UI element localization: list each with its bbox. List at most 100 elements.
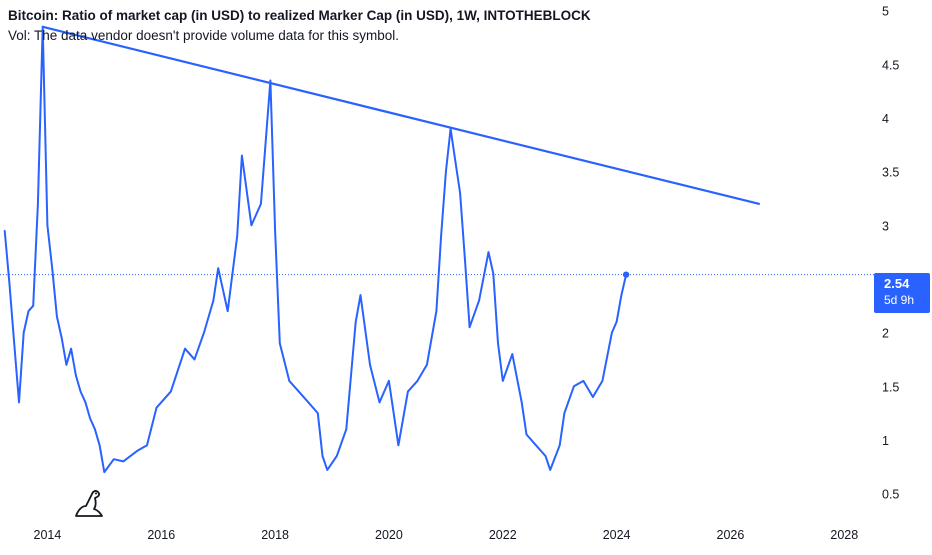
y-axis: 0.511.522.533.544.55 bbox=[882, 5, 899, 502]
data-point bbox=[288, 380, 291, 382]
y-tick-label: 3.5 bbox=[882, 166, 899, 180]
data-point bbox=[46, 224, 49, 227]
data-point bbox=[549, 469, 552, 471]
data-point bbox=[573, 385, 575, 388]
data-point bbox=[354, 321, 357, 323]
data-point bbox=[298, 390, 300, 393]
data-point bbox=[8, 283, 11, 286]
data-point bbox=[435, 310, 438, 312]
data-point bbox=[497, 342, 499, 345]
data-point bbox=[369, 363, 371, 366]
x-tick-label: 2014 bbox=[34, 528, 62, 542]
x-tick-label: 2024 bbox=[603, 528, 631, 542]
y-tick-label: 3 bbox=[882, 219, 889, 233]
data-point bbox=[75, 374, 77, 377]
data-point bbox=[449, 127, 452, 130]
data-point bbox=[103, 471, 106, 473]
data-point bbox=[592, 396, 594, 398]
data-point bbox=[217, 267, 219, 270]
data-point bbox=[274, 229, 276, 232]
data-point bbox=[184, 347, 186, 350]
tradingview-logo-icon[interactable] bbox=[72, 484, 108, 520]
x-axis: 2014 2016 2018 2020 2022 2024 2026 2028 bbox=[34, 528, 859, 542]
data-point bbox=[22, 331, 25, 334]
data-point bbox=[98, 444, 101, 447]
data-point bbox=[464, 256, 466, 259]
data-point bbox=[321, 455, 324, 457]
data-point bbox=[501, 380, 504, 382]
y-tick-label: 4 bbox=[882, 112, 889, 126]
data-point bbox=[326, 469, 329, 471]
data-point bbox=[459, 192, 461, 194]
data-point bbox=[520, 401, 523, 404]
data-point bbox=[478, 299, 480, 302]
y-tick-label: 5 bbox=[882, 5, 889, 19]
data-point bbox=[615, 321, 618, 323]
data-point bbox=[468, 326, 471, 329]
data-point bbox=[535, 444, 537, 447]
bar-countdown: 5d 9h bbox=[884, 293, 915, 307]
y-tick-label: 4.5 bbox=[882, 58, 899, 72]
data-point bbox=[32, 304, 35, 307]
data-point bbox=[212, 299, 215, 302]
data-point bbox=[94, 428, 96, 430]
y-tick-label: 2 bbox=[882, 327, 889, 341]
data-point bbox=[65, 363, 68, 366]
data-point bbox=[84, 401, 87, 404]
data-point bbox=[558, 444, 561, 447]
data-point bbox=[279, 342, 281, 345]
data-point bbox=[407, 390, 409, 393]
data-point bbox=[236, 235, 238, 237]
data-point bbox=[335, 455, 338, 457]
last-price-badge: 2.54 5d 9h bbox=[874, 273, 930, 313]
data-point bbox=[445, 170, 447, 173]
series-group bbox=[3, 25, 630, 474]
x-tick-label: 2022 bbox=[489, 528, 517, 542]
data-point bbox=[56, 315, 58, 318]
data-point bbox=[18, 401, 20, 404]
data-point bbox=[37, 203, 39, 205]
data-point bbox=[155, 406, 158, 409]
data-point bbox=[416, 380, 419, 382]
data-point bbox=[269, 79, 272, 82]
data-point bbox=[146, 444, 148, 447]
last-value-dot bbox=[622, 271, 630, 278]
trendline-group bbox=[41, 25, 761, 205]
data-point bbox=[397, 444, 400, 447]
data-point bbox=[487, 251, 490, 253]
data-point bbox=[582, 380, 585, 382]
data-point bbox=[3, 229, 6, 232]
data-point bbox=[260, 203, 262, 205]
data-point bbox=[454, 160, 457, 162]
data-point bbox=[113, 458, 115, 461]
data-point bbox=[359, 294, 362, 296]
data-point bbox=[440, 235, 442, 237]
trendline[interactable] bbox=[41, 25, 761, 205]
y-tick-label: 0.5 bbox=[882, 488, 899, 502]
x-tick-label: 2016 bbox=[147, 528, 175, 542]
data-point bbox=[307, 401, 310, 404]
y-tick-label: 1.5 bbox=[882, 380, 899, 394]
data-point bbox=[27, 310, 30, 312]
x-tick-label: 2026 bbox=[717, 528, 745, 542]
data-point bbox=[13, 342, 16, 345]
data-point bbox=[203, 331, 205, 334]
data-point bbox=[345, 428, 348, 430]
x-tick-label: 2020 bbox=[375, 528, 403, 542]
data-point bbox=[41, 26, 44, 28]
data-point bbox=[169, 390, 172, 393]
data-point bbox=[563, 412, 566, 414]
data-point bbox=[51, 267, 53, 270]
data-point bbox=[378, 401, 381, 404]
y-tick-label: 1 bbox=[882, 434, 889, 448]
x-tick-label: 2018 bbox=[261, 528, 289, 542]
data-point bbox=[122, 460, 125, 463]
data-point bbox=[492, 272, 495, 275]
x-tick-label: 2028 bbox=[830, 528, 858, 542]
data-point bbox=[226, 310, 229, 312]
data-point bbox=[70, 347, 72, 350]
data-point bbox=[250, 224, 253, 227]
last-price-value: 2.54 bbox=[884, 276, 910, 291]
data-point bbox=[60, 337, 63, 339]
